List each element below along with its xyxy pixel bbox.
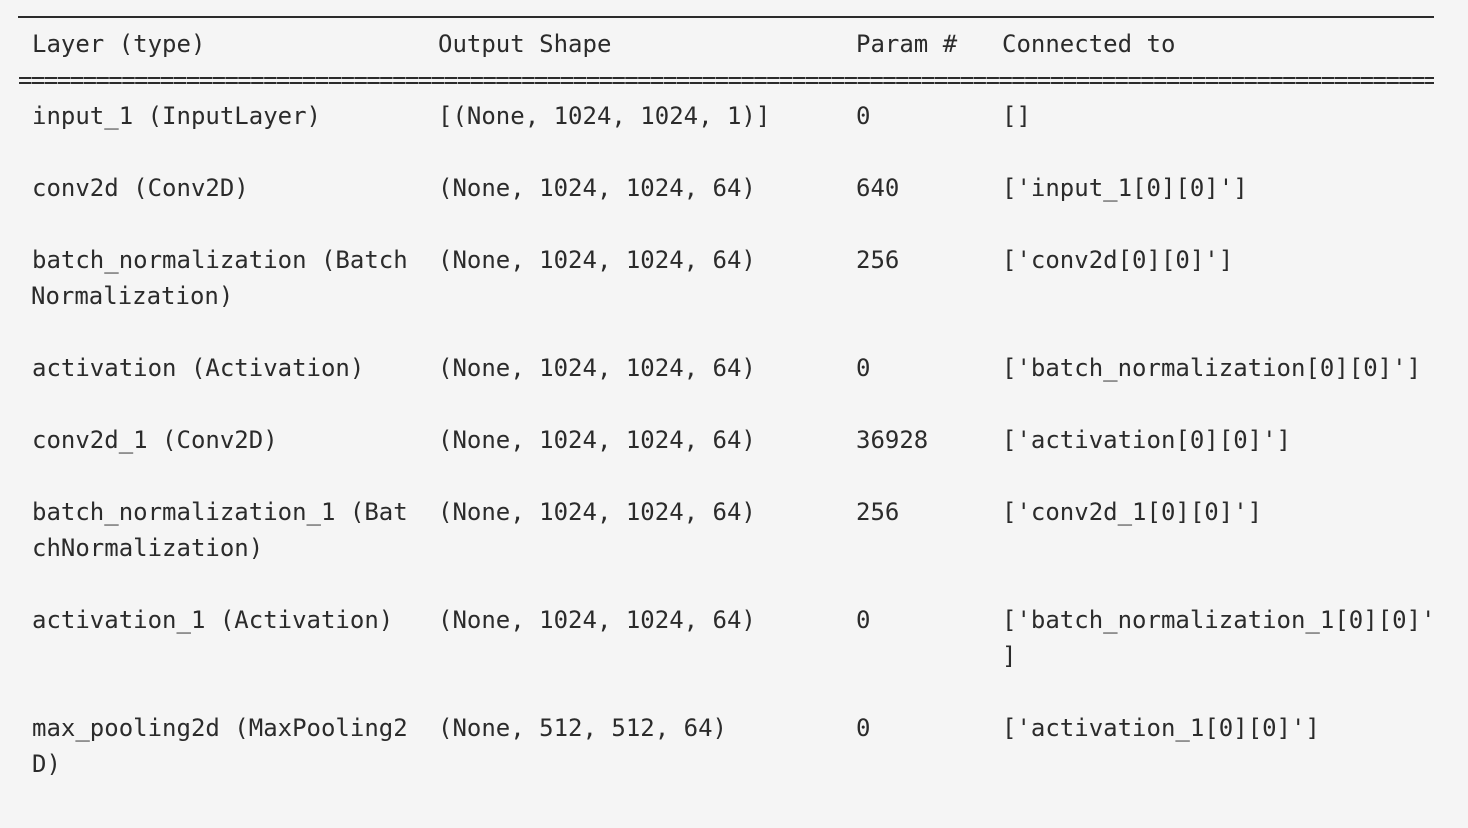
row-output-shape: [(None, 1024, 1024, 1)] (438, 102, 771, 130)
row-layer-name-continued: Normalization) (31, 282, 234, 310)
row-output-shape: (None, 512, 512, 64) (438, 714, 727, 742)
row-connected-to: ['conv2d[0][0]'] (1002, 246, 1234, 274)
row-param-count: 256 (856, 498, 900, 526)
row-output-shape: (None, 1024, 1024, 64) (438, 606, 756, 634)
row-connected-to: ['batch_normalization_1[0][0]' (1002, 606, 1436, 634)
row-layer-name: batch_normalization_1 (Bat (32, 498, 408, 526)
row-output-shape: (None, 1024, 1024, 64) (438, 498, 756, 526)
row-param-count: 256 (856, 246, 900, 274)
row-param-count: 0 (856, 354, 871, 382)
row-layer-name: max_pooling2d (MaxPooling2 (32, 714, 408, 742)
row-connected-to: ['activation_1[0][0]'] (1002, 714, 1320, 742)
row-layer-name: activation (Activation) (32, 354, 365, 382)
row-connected-to: ['batch_normalization[0][0]'] (1002, 354, 1422, 382)
top-rule (18, 16, 1434, 18)
row-param-count: 640 (856, 174, 900, 202)
row-output-shape: (None, 1024, 1024, 64) (438, 174, 756, 202)
double-rule: ========================================… (18, 66, 1434, 94)
row-connected-to: [] (1002, 102, 1031, 130)
header-param-count: Param # (856, 30, 958, 58)
row-param-count: 36928 (856, 426, 929, 454)
row-layer-name: input_1 (InputLayer) (32, 102, 321, 130)
row-output-shape: (None, 1024, 1024, 64) (438, 426, 756, 454)
row-layer-name-continued: chNormalization) (32, 534, 264, 562)
header-layer-type: Layer (type) (32, 30, 206, 58)
row-connected-to: ['activation[0][0]'] (1002, 426, 1291, 454)
row-layer-name-continued: D) (32, 750, 61, 778)
row-layer-name: activation_1 (Activation) (32, 606, 394, 634)
row-connected-to: ['input_1[0][0]'] (1002, 174, 1248, 202)
row-param-count: 0 (856, 102, 871, 130)
header-connected-to: Connected to (1002, 30, 1176, 58)
row-param-count: 0 (856, 606, 871, 634)
row-output-shape: (None, 1024, 1024, 64) (438, 354, 756, 382)
row-layer-name: batch_normalization (Batch (32, 246, 408, 274)
row-layer-name: conv2d (Conv2D) (32, 174, 249, 202)
header-output-shape: Output Shape (438, 30, 612, 58)
row-output-shape: (None, 1024, 1024, 64) (438, 246, 756, 274)
row-connected-to: ['conv2d_1[0][0]'] (1002, 498, 1263, 526)
row-layer-name: conv2d_1 (Conv2D) (32, 426, 278, 454)
row-connected-to-continued: ] (1002, 642, 1017, 670)
row-param-count: 0 (856, 714, 871, 742)
